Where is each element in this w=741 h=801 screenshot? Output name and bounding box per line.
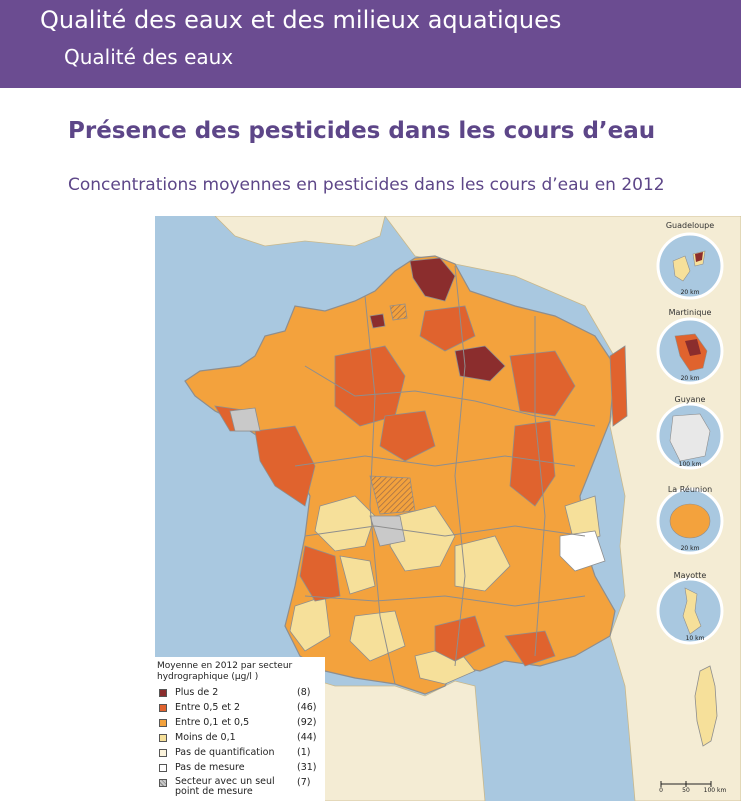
legend-swatch [159,749,167,757]
legend-count: (92) [297,717,317,728]
inset-martinique-label: Martinique [669,308,712,317]
legend-label: Pas de quantification [175,747,275,758]
uk-coast [214,216,386,247]
legend-label-line2: point de mesure [175,786,253,797]
inset-guadeloupe-label: Guadeloupe [666,221,714,230]
france-mainland [184,255,616,695]
inset-reunion-scale: 20 km [681,545,700,552]
legend-count: (8) [297,687,311,698]
inset-reunion: La Réunion 20 km [656,484,724,555]
legend-count: (31) [297,762,317,773]
sector-borders [294,265,596,685]
header-subtitle: Qualité des eaux [64,45,234,69]
legend-label: Pas de mesure [175,762,245,773]
legend-swatch [159,779,167,787]
map-legend: Moyenne en 2012 par secteur hydrographiq… [155,657,325,801]
inset-mayotte: Mayotte 10 km [656,571,724,645]
map-frame: Guadeloupe 20 km Martinique 20 km Guyane… [155,216,741,801]
legend-item-pas-quantification: Pas de quantification (1) [157,746,325,761]
legend-label: Secteur avec un seul point de mesure [175,777,275,797]
legend-count: (44) [297,732,317,743]
legend-swatch [159,719,167,727]
legend-item-entre-0-5-2: Entre 0,5 et 2 (46) [157,701,325,716]
legend-label-line1: Secteur avec un seul [175,776,275,787]
inset-guyane: Guyane 100 km [656,395,724,470]
inset-guyane-label: Guyane [675,395,706,404]
inset-martinique: Martinique 20 km [656,308,724,385]
legend-swatch [159,764,167,772]
header-title: Qualité des eaux et des milieux aquatiqu… [40,6,562,34]
scale-100: 100 km [704,787,727,794]
main-scale-bar: 0 50 100 km [659,781,726,794]
legend-count: (1) [297,747,311,758]
legend-count: (46) [297,702,317,713]
zone-un-seul-point-2 [369,515,406,547]
legend-swatch [159,704,167,712]
zones-moins-0-1 [289,495,601,685]
inset-mayotte-label: Mayotte [674,571,707,580]
legend-title: Moyenne en 2012 par secteur hydrographiq… [157,661,293,682]
inset-reunion-label: La Réunion [668,484,712,494]
map-title: Concentrations moyennes en pesticides da… [68,175,665,195]
corsica [694,665,718,747]
legend-label: Entre 0,1 et 0,5 [175,717,250,728]
legend-label: Entre 0,5 et 2 [175,702,241,713]
inset-guyane-scale: 100 km [679,461,702,468]
legend-swatch [159,734,167,742]
legend-item-pas-de-mesure: Pas de mesure (31) [157,761,325,776]
inset-mayotte-scale: 10 km [686,635,705,642]
legend-label: Moins de 0,1 [175,732,236,743]
zone-hatched [369,475,416,515]
scale-0: 0 [659,787,663,794]
legend-label: Plus de 2 [175,687,219,698]
zones-plus-de-2 [369,257,506,382]
legend-item-moins-0-1: Moins de 0,1 (44) [157,731,325,746]
legend-item-plus-de-2: Plus de 2 (8) [157,686,325,701]
legend-swatch [159,689,167,697]
zone-hatched-2 [389,303,408,321]
legend-item-entre-0-1-0-5: Entre 0,1 et 0,5 (92) [157,716,325,731]
inset-martinique-scale: 20 km [681,375,700,382]
france-map: Guadeloupe 20 km Martinique 20 km Guyane… [155,216,741,801]
zone-pas-de-mesure [559,530,606,572]
inset-guadeloupe-scale: 20 km [681,289,700,296]
page-title: Présence des pesticides dans les cours d… [68,118,656,144]
legend-item-un-seul-point: Secteur avec un seul point de mesure (7) [157,776,325,801]
inset-guadeloupe: Guadeloupe 20 km [656,221,724,300]
header-banner: Qualité des eaux et des milieux aquatiqu… [0,0,741,88]
scale-50: 50 [682,787,690,794]
zone-un-seul-point [229,407,261,432]
legend-count: (7) [297,777,311,788]
